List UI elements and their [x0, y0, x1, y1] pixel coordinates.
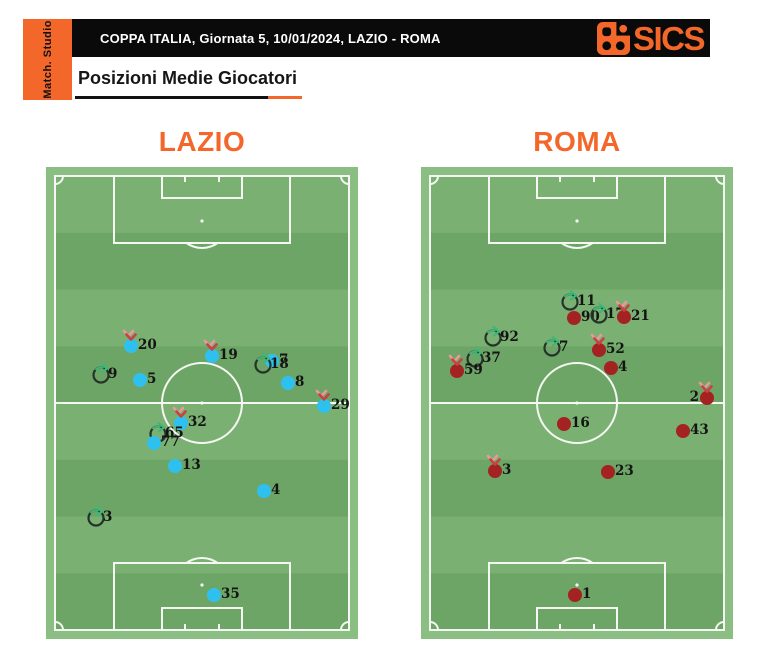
player-number: 35 [221, 586, 240, 602]
team-title-lazio: LAZIO [158, 126, 246, 157]
team-column-lazio: LAZIO 20 19 7 18 9 5 8 29 32 65 77 13 4 3 35 [46, 126, 358, 639]
player-number: 19 [219, 347, 238, 363]
player-number: 77 [161, 434, 180, 450]
pitch-lazio: 20 19 7 18 9 5 8 29 32 65 77 13 4 3 35 [46, 167, 358, 639]
player-number: 16 [571, 415, 590, 431]
player-number: 11 [577, 293, 596, 309]
player-number: 9 [108, 366, 118, 382]
team-column-roma: ROMA 11 90 17 21 92 7 52 37 59 4 2 16 43 3 23 1 [421, 126, 733, 639]
player-number: 1 [582, 586, 592, 602]
player-number: 18 [270, 356, 289, 372]
player-number: 21 [631, 308, 650, 324]
player-number: 3 [103, 509, 113, 525]
player-number: 52 [606, 341, 625, 357]
sics-dice-icon [596, 22, 630, 55]
match-studio-tab-label: Match. Studio [41, 20, 54, 99]
page-title: Posizioni Medie Giocatori [78, 68, 298, 88]
player-number: 65 [165, 425, 184, 441]
player-number: 29 [331, 397, 350, 413]
pitch-field-lazio [46, 167, 358, 639]
player-number: 43 [690, 422, 709, 438]
title-underline [75, 96, 302, 99]
player-number: 59 [464, 362, 483, 378]
player-number: 92 [500, 329, 519, 345]
match-studio-tab[interactable]: Match. Studio [23, 19, 72, 100]
title-underline-orange [268, 96, 302, 99]
player-number: 20 [138, 337, 157, 353]
title-underline-black [75, 96, 268, 99]
player-number: 7 [279, 352, 289, 368]
header-bar: COPPA ITALIA, Giornata 5, 10/01/2024, LA… [72, 19, 710, 57]
sics-logo-text: SICS [632, 20, 706, 57]
player-number: 4 [271, 482, 281, 498]
player-number: 7 [559, 339, 569, 355]
player-number: 4 [618, 359, 628, 375]
match-info-text: COPPA ITALIA, Giornata 5, 10/01/2024, LA… [100, 30, 441, 46]
player-number: 5 [147, 371, 157, 387]
sics-brand: SICS [596, 20, 706, 57]
player-number: 13 [182, 457, 201, 473]
player-number: 2 [689, 389, 699, 405]
pitch-field-roma [421, 167, 733, 639]
team-title-roma: ROMA [533, 126, 621, 157]
player-number: 37 [482, 350, 501, 366]
player-number: 8 [295, 374, 305, 390]
pitch-roma: 11 90 17 21 92 7 52 37 59 4 2 16 43 3 23 1 [421, 167, 733, 639]
player-number: 32 [188, 414, 207, 430]
player-number: 3 [502, 462, 512, 478]
player-number: 23 [615, 463, 634, 479]
